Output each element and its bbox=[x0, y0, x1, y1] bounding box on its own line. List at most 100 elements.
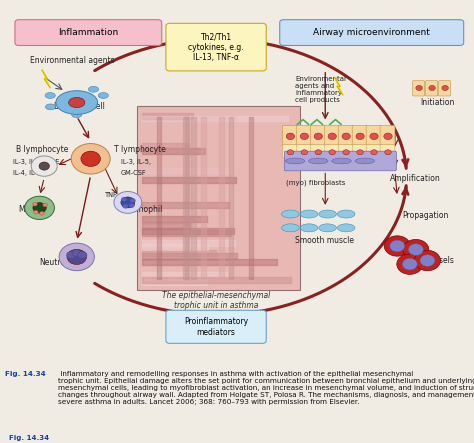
Ellipse shape bbox=[300, 210, 318, 218]
Circle shape bbox=[300, 133, 309, 140]
Ellipse shape bbox=[355, 158, 374, 164]
FancyBboxPatch shape bbox=[280, 19, 464, 46]
FancyBboxPatch shape bbox=[310, 145, 325, 158]
Text: Neutrophil: Neutrophil bbox=[39, 258, 80, 267]
Circle shape bbox=[315, 150, 321, 155]
Text: (myo) fibroblasts: (myo) fibroblasts bbox=[286, 179, 345, 186]
Circle shape bbox=[33, 202, 46, 213]
Text: Amplification: Amplification bbox=[390, 174, 441, 183]
Circle shape bbox=[384, 133, 392, 140]
Circle shape bbox=[66, 252, 76, 259]
Circle shape bbox=[397, 254, 423, 274]
Circle shape bbox=[414, 250, 440, 271]
Ellipse shape bbox=[88, 86, 99, 92]
Text: Dendritic cell: Dendritic cell bbox=[54, 101, 104, 111]
Circle shape bbox=[385, 150, 391, 155]
Ellipse shape bbox=[309, 158, 328, 164]
Text: B lymphocyte: B lymphocyte bbox=[16, 145, 69, 154]
FancyBboxPatch shape bbox=[380, 125, 395, 145]
Text: Eosinophil: Eosinophil bbox=[123, 205, 163, 214]
FancyBboxPatch shape bbox=[352, 125, 367, 145]
Text: GM-CSF: GM-CSF bbox=[121, 171, 146, 176]
Circle shape bbox=[286, 133, 295, 140]
Text: Th2/Th1
cytokines, e.g.
IL-13, TNF-α: Th2/Th1 cytokines, e.g. IL-13, TNF-α bbox=[188, 32, 244, 62]
FancyBboxPatch shape bbox=[283, 145, 297, 158]
Text: Mucus: Mucus bbox=[286, 136, 310, 145]
Text: Environmental agents: Environmental agents bbox=[30, 56, 115, 65]
Circle shape bbox=[39, 162, 49, 170]
Text: Proinflammatory
mediators: Proinflammatory mediators bbox=[184, 317, 248, 337]
Text: Smooth muscle: Smooth muscle bbox=[295, 236, 354, 245]
Text: Blood vessels: Blood vessels bbox=[402, 256, 454, 265]
Circle shape bbox=[121, 197, 127, 202]
FancyBboxPatch shape bbox=[296, 145, 311, 158]
Circle shape bbox=[409, 244, 423, 256]
FancyBboxPatch shape bbox=[380, 145, 395, 158]
Circle shape bbox=[384, 236, 410, 256]
FancyBboxPatch shape bbox=[284, 151, 396, 171]
Text: IL-3, IL-13, IgE: IL-3, IL-13, IgE bbox=[13, 159, 59, 165]
FancyBboxPatch shape bbox=[366, 145, 381, 158]
Circle shape bbox=[343, 150, 349, 155]
Circle shape bbox=[25, 196, 55, 219]
FancyBboxPatch shape bbox=[166, 23, 266, 71]
Circle shape bbox=[370, 133, 378, 140]
FancyBboxPatch shape bbox=[338, 125, 353, 145]
Circle shape bbox=[442, 85, 448, 90]
Text: Inflammatory and remodelling responses in asthma with activation of the epitheli: Inflammatory and remodelling responses i… bbox=[58, 371, 474, 405]
Text: Propagation: Propagation bbox=[402, 210, 448, 220]
Ellipse shape bbox=[337, 210, 355, 218]
Circle shape bbox=[420, 255, 435, 266]
Circle shape bbox=[81, 151, 100, 167]
Ellipse shape bbox=[337, 224, 355, 232]
Ellipse shape bbox=[319, 224, 337, 232]
FancyBboxPatch shape bbox=[412, 81, 425, 96]
Circle shape bbox=[71, 144, 110, 174]
FancyBboxPatch shape bbox=[166, 310, 266, 343]
Polygon shape bbox=[335, 77, 343, 95]
Circle shape bbox=[390, 240, 405, 252]
Circle shape bbox=[78, 252, 87, 259]
Ellipse shape bbox=[319, 210, 337, 218]
Circle shape bbox=[31, 156, 57, 176]
FancyBboxPatch shape bbox=[426, 81, 438, 96]
Circle shape bbox=[130, 198, 135, 203]
FancyBboxPatch shape bbox=[324, 145, 339, 158]
Ellipse shape bbox=[332, 158, 351, 164]
FancyBboxPatch shape bbox=[438, 81, 451, 96]
Circle shape bbox=[416, 85, 422, 90]
Text: Environmental
agents and
inflammatory
cell products: Environmental agents and inflammatory ce… bbox=[295, 76, 346, 103]
Circle shape bbox=[301, 150, 308, 155]
Text: IL-3, IL-5,: IL-3, IL-5, bbox=[121, 159, 151, 165]
Circle shape bbox=[34, 210, 38, 214]
Circle shape bbox=[43, 203, 47, 207]
Text: Airway microenvironment: Airway microenvironment bbox=[313, 28, 430, 37]
Text: Fig. 14.34: Fig. 14.34 bbox=[5, 371, 46, 377]
FancyBboxPatch shape bbox=[324, 125, 339, 145]
Circle shape bbox=[429, 85, 435, 90]
FancyBboxPatch shape bbox=[137, 106, 300, 290]
Circle shape bbox=[121, 197, 135, 208]
FancyBboxPatch shape bbox=[352, 145, 367, 158]
Circle shape bbox=[287, 150, 294, 155]
Ellipse shape bbox=[45, 93, 55, 98]
Circle shape bbox=[357, 150, 364, 155]
Circle shape bbox=[403, 240, 429, 260]
Circle shape bbox=[328, 133, 337, 140]
Ellipse shape bbox=[300, 224, 318, 232]
Circle shape bbox=[402, 258, 417, 270]
FancyBboxPatch shape bbox=[338, 145, 353, 158]
FancyBboxPatch shape bbox=[366, 125, 381, 145]
FancyBboxPatch shape bbox=[283, 125, 297, 145]
Circle shape bbox=[123, 204, 128, 208]
Text: Mast cell: Mast cell bbox=[18, 205, 53, 214]
Text: Initiation: Initiation bbox=[420, 98, 455, 107]
Circle shape bbox=[356, 133, 365, 140]
Circle shape bbox=[59, 243, 94, 271]
Text: TNF-α: TNF-α bbox=[105, 192, 124, 198]
Circle shape bbox=[33, 202, 37, 206]
Circle shape bbox=[371, 150, 377, 155]
Ellipse shape bbox=[282, 210, 299, 218]
Ellipse shape bbox=[285, 158, 305, 164]
Text: Fig. 14.34: Fig. 14.34 bbox=[9, 435, 50, 441]
